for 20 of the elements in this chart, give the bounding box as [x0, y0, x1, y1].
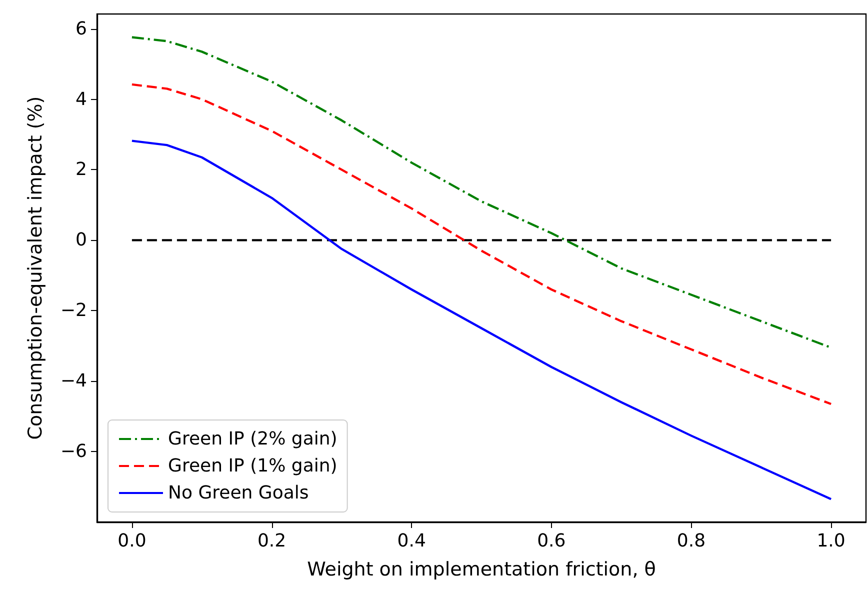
x-tick-label: 1.0 [816, 530, 846, 552]
legend-label: Green IP (2% gain) [168, 428, 338, 450]
y-tick-label: −2 [60, 300, 87, 322]
x-axis-title: Weight on implementation friction, θ [307, 558, 656, 580]
y-tick-label: 4 [76, 88, 87, 110]
line-series [130, 140, 832, 500]
y-tick-label: −4 [60, 370, 87, 392]
y-tick-label: 6 [76, 18, 87, 40]
x-tick-label: 0.6 [537, 530, 566, 552]
x-tick-label: 0.4 [397, 530, 426, 552]
x-tick-label: 0.2 [257, 530, 286, 552]
y-tick-label: 2 [76, 159, 87, 180]
y-tick-label: −6 [60, 441, 87, 462]
legend-label: No Green Goals [168, 482, 309, 504]
x-tick-label: 0.0 [118, 530, 146, 552]
legend-label: Green IP (1% gain) [168, 456, 338, 476]
line-series [130, 83, 832, 406]
y-axis-title: Consumption-equivalent impact (%) [24, 96, 46, 440]
x-tick-label: 0.8 [676, 530, 706, 552]
y-tick-label: 0 [76, 230, 87, 251]
